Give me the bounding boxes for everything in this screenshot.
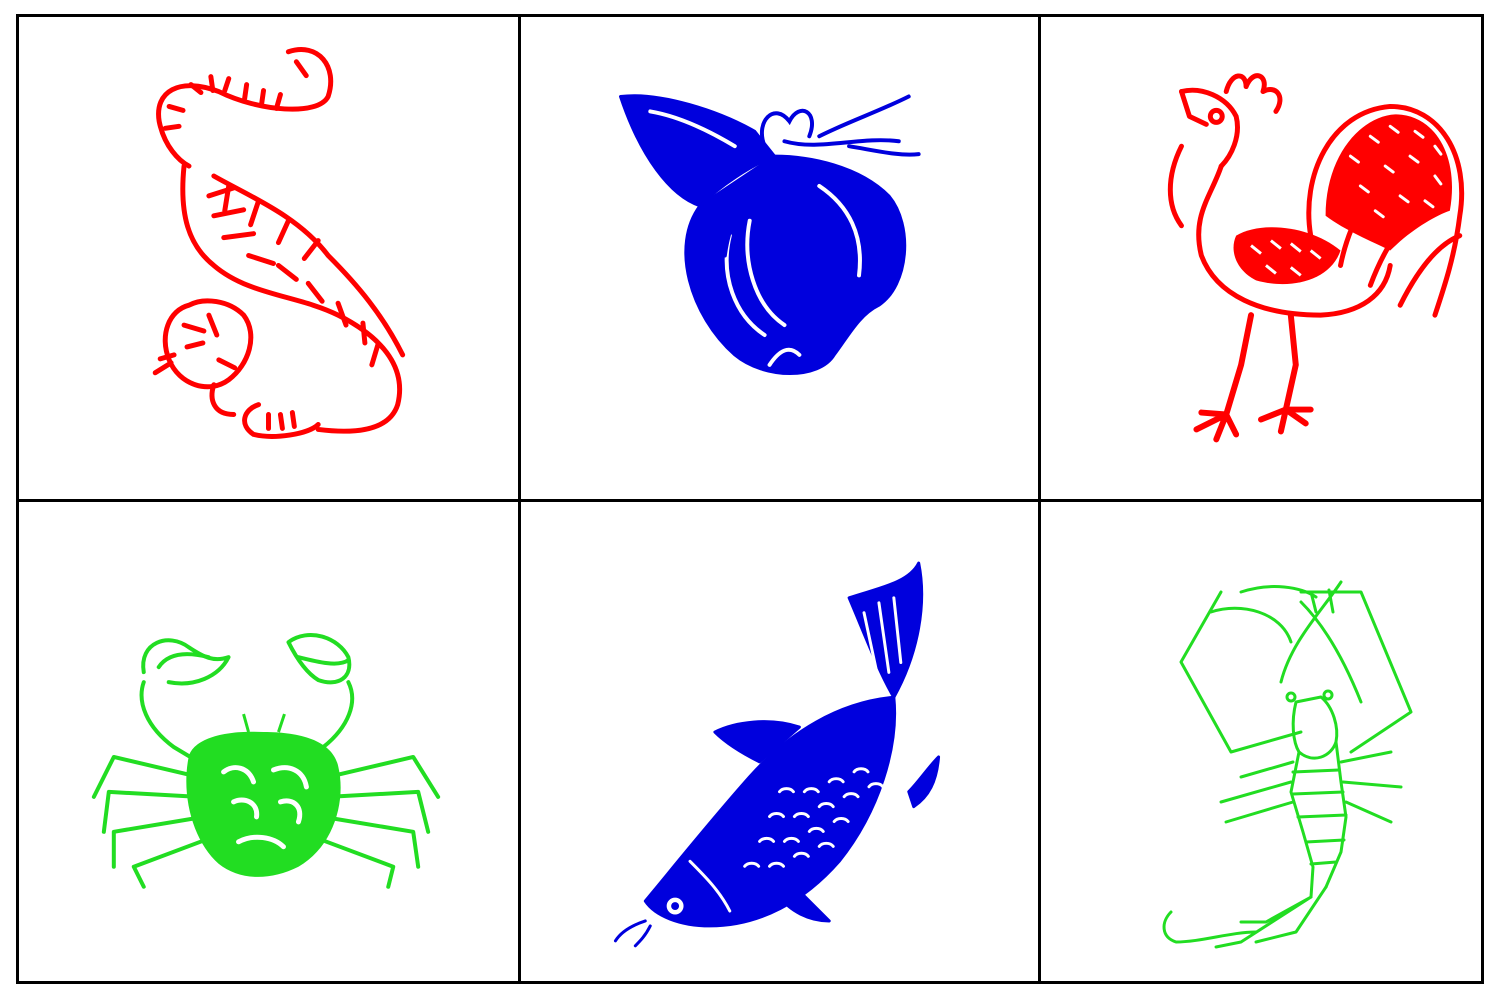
fish-icon bbox=[613, 561, 941, 948]
cell-tiger[interactable] bbox=[19, 17, 521, 502]
cell-fish[interactable] bbox=[521, 502, 1041, 981]
cell-gourd[interactable] bbox=[521, 17, 1041, 502]
rooster-icon bbox=[1167, 73, 1465, 443]
shrimp-icon bbox=[1162, 580, 1413, 949]
cell-rooster[interactable] bbox=[1041, 17, 1481, 502]
cell-shrimp[interactable] bbox=[1041, 502, 1481, 981]
cell-crab[interactable] bbox=[19, 502, 521, 981]
gourd-icon bbox=[618, 94, 921, 376]
tiger-icon bbox=[152, 47, 406, 439]
game-board bbox=[16, 14, 1484, 984]
crab-icon bbox=[91, 633, 441, 889]
